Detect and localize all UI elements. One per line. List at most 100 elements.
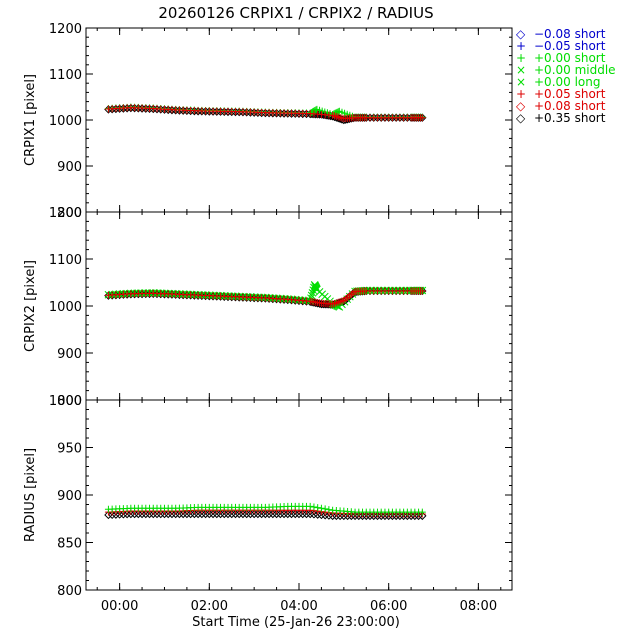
data-point <box>231 509 240 519</box>
y-tick-label: 800 <box>57 394 82 409</box>
data-point <box>418 114 426 122</box>
data-point <box>276 509 285 519</box>
data-point <box>171 290 180 299</box>
data-point <box>406 511 416 521</box>
data-point <box>302 509 311 519</box>
data-point <box>107 510 117 519</box>
data-point <box>306 502 314 510</box>
diamond-icon: ◇ <box>516 99 526 113</box>
panels-group: 800 900 1000 1100 1200 CRPIX1 [pixel] 800 900 10… <box>23 22 513 599</box>
data-point <box>149 289 158 298</box>
y-tick-label: 1000 <box>49 394 82 409</box>
data-point <box>242 509 251 519</box>
data-point <box>227 292 236 302</box>
data-point <box>223 292 233 302</box>
panel-3: 800 850 900 950 1000 RADIUS [pixel] <box>23 394 513 599</box>
y-axis-label: CRPIX2 [pixel] <box>23 260 38 352</box>
data-point <box>235 293 244 302</box>
y-tick-label: 800 <box>57 584 82 599</box>
data-point <box>246 509 255 519</box>
y-tick-label: 1000 <box>49 300 82 315</box>
data-point <box>205 291 214 301</box>
data-point <box>391 511 401 521</box>
data-point <box>272 509 281 519</box>
data-point <box>115 510 124 519</box>
data-point <box>414 511 423 521</box>
data-point <box>310 503 318 511</box>
data-point <box>418 511 427 521</box>
data-point <box>190 291 199 300</box>
chart-title: 20260126 CRPIX1 / CRPIX2 / RADIUS <box>158 4 433 22</box>
legend-item: + +0.00 short <box>516 52 616 64</box>
data-point <box>141 509 150 519</box>
data-point <box>149 509 158 519</box>
x-axis-label: Start Time (25-Jan-26 23:00:00) <box>192 615 400 630</box>
data-point <box>246 293 255 303</box>
cross-icon: × <box>516 75 527 89</box>
data-point <box>287 509 296 519</box>
data-point <box>178 290 188 300</box>
data-point <box>141 289 150 299</box>
plus-icon: + <box>516 51 527 65</box>
data-point <box>418 287 426 295</box>
data-point <box>126 509 136 519</box>
data-point <box>160 290 169 299</box>
legend-item: ◇ +0.08 short <box>516 100 616 112</box>
series--0-00-short <box>104 502 426 516</box>
data-point <box>235 509 244 519</box>
y-tick-label: 1100 <box>49 253 82 268</box>
data-point <box>137 509 147 519</box>
data-point <box>193 509 203 519</box>
data-point <box>362 511 371 521</box>
data-point <box>238 509 248 519</box>
data-point <box>130 509 139 519</box>
data-point <box>171 509 180 519</box>
y-axis-label: RADIUS [pixel] <box>23 448 38 542</box>
data-point <box>314 504 322 512</box>
data-point <box>145 509 154 519</box>
data-point <box>231 293 240 302</box>
x-tick-label: 08:00 <box>460 599 497 614</box>
data-point <box>339 511 349 521</box>
data-point <box>126 290 136 299</box>
data-point <box>298 509 307 519</box>
data-point <box>197 509 207 519</box>
diamond-icon: ◇ <box>516 27 526 41</box>
data-point <box>242 293 251 302</box>
data-point <box>403 511 412 521</box>
data-point <box>332 511 341 521</box>
data-point <box>294 509 304 519</box>
plus-icon: + <box>516 39 527 53</box>
data-point <box>384 511 393 521</box>
data-point <box>418 508 426 516</box>
data-point <box>291 509 300 519</box>
data-point <box>328 511 337 521</box>
data-point <box>111 510 121 519</box>
y-tick-label: 850 <box>57 537 82 552</box>
data-point <box>279 509 289 519</box>
data-point <box>220 509 229 519</box>
data-point <box>373 511 382 521</box>
data-point <box>369 511 378 521</box>
data-point <box>152 509 162 519</box>
data-point <box>212 509 221 519</box>
data-point <box>410 511 420 521</box>
data-point <box>156 289 165 299</box>
plus-icon: + <box>516 87 527 101</box>
data-point <box>104 510 113 520</box>
data-point <box>365 511 375 521</box>
data-point <box>358 511 367 521</box>
data-point <box>212 292 221 301</box>
legend-label: +0.00 long <box>534 75 601 89</box>
legend-label: +0.00 short <box>534 51 606 65</box>
data-point <box>119 510 128 519</box>
y-tick-label: 900 <box>57 489 82 504</box>
panel-frame <box>85 399 513 591</box>
legend-item: + −0.05 short <box>516 40 616 52</box>
data-point <box>388 511 397 521</box>
y-tick-label: 900 <box>57 347 82 362</box>
x-tick-label: 02:00 <box>191 599 228 614</box>
data-point <box>343 511 352 521</box>
legend-item: ◇ +0.35 short <box>516 112 616 124</box>
data-point <box>156 509 165 519</box>
